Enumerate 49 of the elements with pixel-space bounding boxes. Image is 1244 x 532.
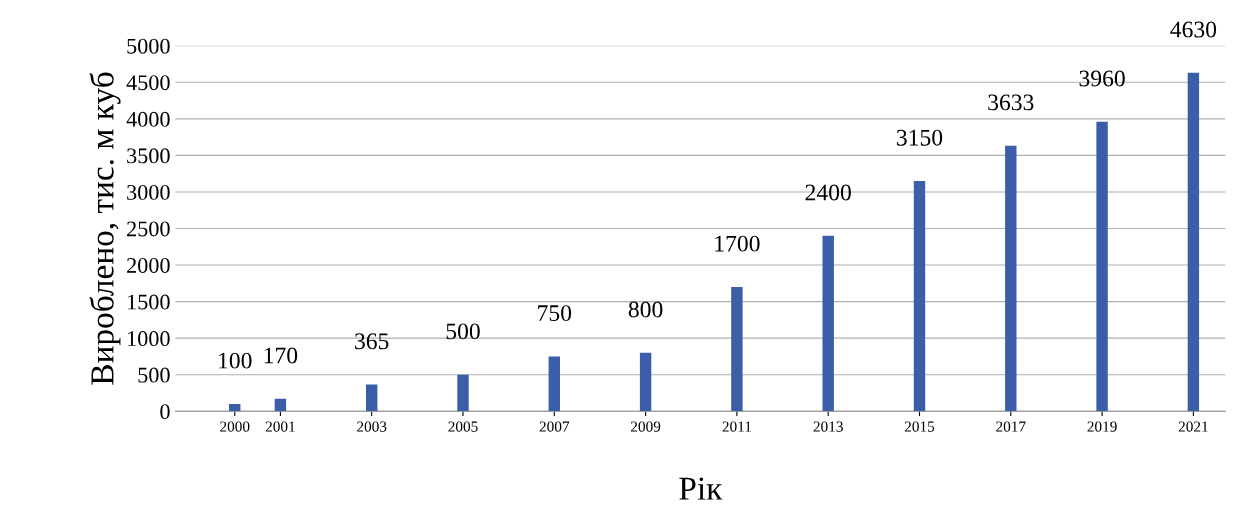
x-tick-label: 2001 (265, 421, 295, 432)
bar (731, 286, 743, 412)
x-tick-label: 2007 (539, 421, 570, 432)
data-label: 2400 (805, 184, 851, 201)
y-tick-label: 0 (160, 404, 170, 420)
x-axis-title: Рік (679, 477, 723, 500)
y-axis-title: Вироблено, тис. м куб (89, 72, 121, 385)
bar (913, 180, 926, 412)
y-tick-label: 1500 (128, 294, 170, 310)
x-tick-label: 2015 (904, 421, 935, 432)
data-label: 1700 (715, 235, 760, 252)
y-tick-label: 1000 (128, 331, 170, 347)
data-label: 100 (219, 352, 252, 369)
y-tick-label: 2000 (127, 257, 170, 273)
data-label: 500 (446, 323, 480, 340)
data-label: 4630 (1170, 21, 1217, 38)
x-tick-label: 2013 (813, 421, 843, 432)
bar (229, 403, 241, 412)
x-tick-label: 2021 (1178, 421, 1208, 432)
bar (457, 374, 469, 412)
x-tick-label: 2005 (448, 421, 478, 432)
x-tick-label: 2003 (357, 421, 387, 432)
y-tick-label: 3000 (127, 184, 170, 200)
x-tick-label: 2009 (630, 421, 661, 432)
data-label: 800 (628, 301, 663, 318)
bar (365, 384, 378, 412)
bar (1005, 145, 1017, 412)
x-tick-label: 2017 (996, 421, 1026, 432)
bar (274, 398, 287, 412)
bar (548, 356, 560, 412)
y-tick-label: 500 (138, 367, 170, 383)
x-tick-label: 2000 (220, 421, 250, 432)
bar (1187, 72, 1200, 412)
data-label: 365 (355, 333, 389, 350)
bar (1096, 121, 1108, 412)
x-tick-label: 2019 (1087, 421, 1117, 432)
data-label: 3960 (1079, 70, 1125, 87)
data-label: 3150 (897, 129, 943, 146)
y-tick-label: 3500 (127, 148, 170, 164)
y-tick-label: 2500 (127, 221, 170, 237)
data-label: 750 (538, 305, 572, 322)
bar (639, 352, 652, 412)
y-tick-label: 4500 (126, 75, 170, 91)
bar (822, 235, 834, 412)
y-tick-label: 4000 (126, 111, 170, 127)
data-label: 3633 (988, 94, 1034, 111)
y-tick-label: 5000 (127, 38, 170, 54)
x-tick-label: 2011 (722, 421, 751, 432)
data-label: 170 (264, 347, 298, 364)
